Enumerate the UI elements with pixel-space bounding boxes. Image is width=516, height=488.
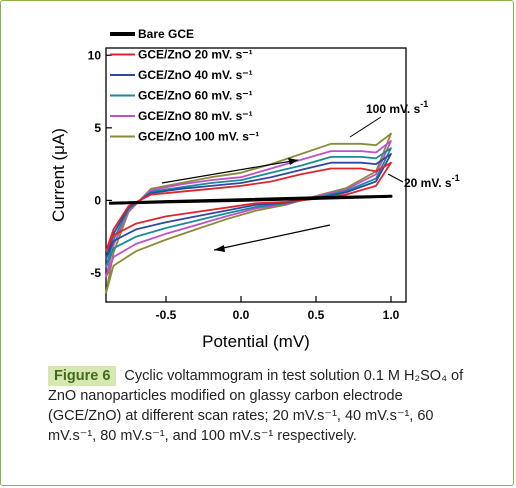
- forward-scan-arrow: [161, 159, 299, 184]
- x-tick-label: 0.5: [308, 308, 325, 322]
- figure-label: Figure 6: [48, 366, 117, 386]
- legend-label: GCE/ZnO 40 mV. s⁻¹: [138, 68, 253, 82]
- svg-text:20 mV. s-1: 20 mV. s-1: [404, 173, 460, 190]
- x-tick-label: 0.0: [233, 308, 250, 322]
- svg-text:100 mV. s-1: 100 mV. s-1: [366, 99, 428, 116]
- legend-label: Bare GCE: [138, 27, 194, 41]
- y-tick-label: 5: [94, 121, 101, 135]
- y-tick-label: 0: [94, 193, 101, 207]
- caption-text: Cyclic voltammogram in test solution 0.1…: [48, 368, 464, 444]
- legend-label: GCE/ZnO 100 mV. s⁻¹: [138, 130, 259, 144]
- legend-label: GCE/ZnO 80 mV. s⁻¹: [138, 109, 253, 123]
- y-tick-label: 10: [88, 48, 102, 62]
- reverse-scan-arrow: [213, 224, 331, 251]
- series-layer: [105, 132, 393, 294]
- cv-chart: -0.5 0.0 0.5 1.0 10 5 0 -5 100 mV. s-1 20 mV. s…: [49, 27, 460, 351]
- series-line-5: [105, 132, 392, 294]
- x-tick-label: -0.5: [156, 308, 177, 322]
- series-line-1: [105, 161, 392, 252]
- tick-layer: -0.5 0.0 0.5 1.0 10 5 0 -5: [88, 48, 400, 322]
- forward-scan-arrowhead: [288, 158, 298, 165]
- series-line-2: [105, 153, 392, 259]
- x-axis-title: Potential (mV): [202, 332, 310, 351]
- figure-caption: Figure 6 Cyclic voltammogram in test solu…: [48, 366, 476, 446]
- y-axis-title: Current (μA): [49, 128, 68, 222]
- legend-label: GCE/ZnO 60 mV. s⁻¹: [138, 89, 253, 103]
- series-line-0: [108, 194, 393, 205]
- chart-legend: Bare GCE GCE/ZnO 20 mV. s⁻¹ GCE/ZnO 40 mV.…: [110, 27, 259, 144]
- annotation-20-rate: 20 mV. s-1: [387, 173, 460, 190]
- reverse-scan-arrowhead: [214, 245, 225, 252]
- legend-label: GCE/ZnO 20 mV. s⁻¹: [138, 48, 253, 62]
- x-tick-label: 1.0: [383, 308, 400, 322]
- plot-area: [105, 47, 407, 303]
- y-tick-label: -5: [90, 266, 101, 280]
- annotation-100-rate: 100 mV. s-1: [349, 99, 428, 138]
- series-line-4: [105, 140, 392, 278]
- series-line-3: [105, 147, 392, 268]
